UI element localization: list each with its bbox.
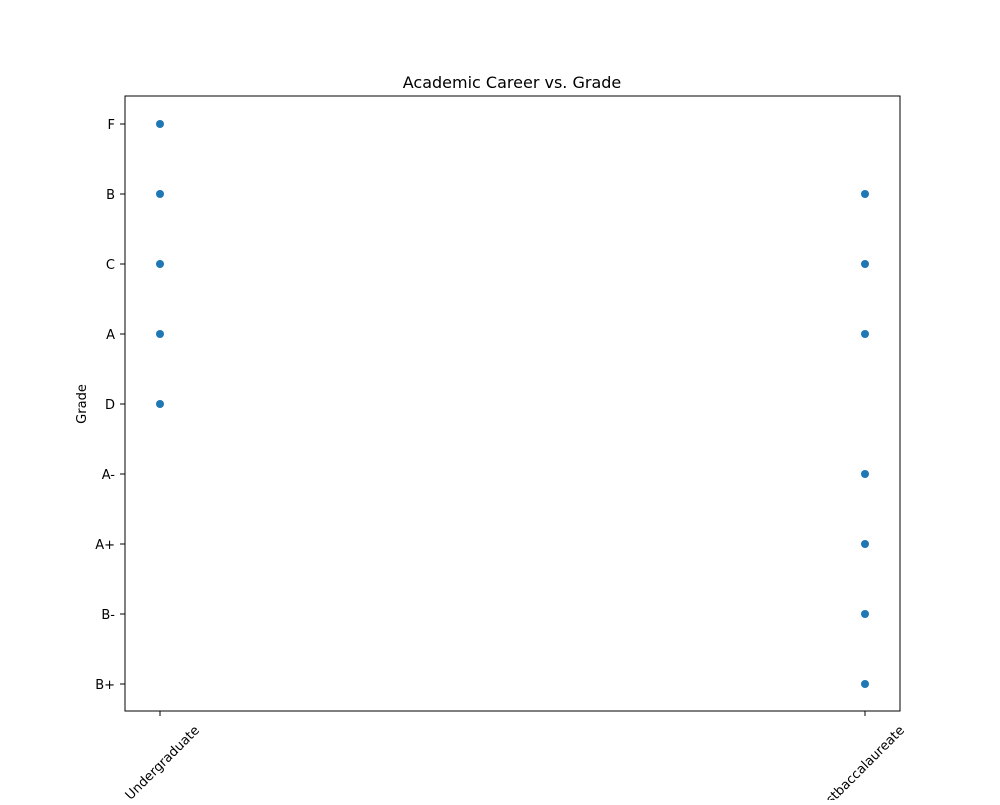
data-point xyxy=(861,190,869,198)
y-axis-label: Grade xyxy=(75,384,90,424)
y-tick-label: A- xyxy=(102,468,116,483)
data-point xyxy=(861,610,869,618)
y-tick-label: B- xyxy=(101,608,115,623)
y-tick-label: B xyxy=(106,188,115,203)
chart-title: Academic Career vs. Grade xyxy=(403,73,622,92)
data-point xyxy=(156,120,164,128)
y-tick-label: F xyxy=(108,118,115,133)
y-tick-label: C xyxy=(106,258,115,273)
y-tick-label: A+ xyxy=(95,538,115,553)
data-point xyxy=(156,400,164,408)
y-tick-label: D xyxy=(105,398,115,413)
data-point xyxy=(156,330,164,338)
data-points xyxy=(156,120,869,688)
y-tick-label: B+ xyxy=(95,678,115,693)
data-point xyxy=(861,540,869,548)
data-point xyxy=(861,470,869,478)
y-tick-label: A xyxy=(106,328,115,343)
data-point xyxy=(861,680,869,688)
data-point xyxy=(156,260,164,268)
data-point xyxy=(861,330,869,338)
data-point xyxy=(861,260,869,268)
data-point xyxy=(156,190,164,198)
y-axis-ticks: B+ B- A+ A- D A C B F xyxy=(95,118,125,693)
plot-frame xyxy=(124,95,901,712)
